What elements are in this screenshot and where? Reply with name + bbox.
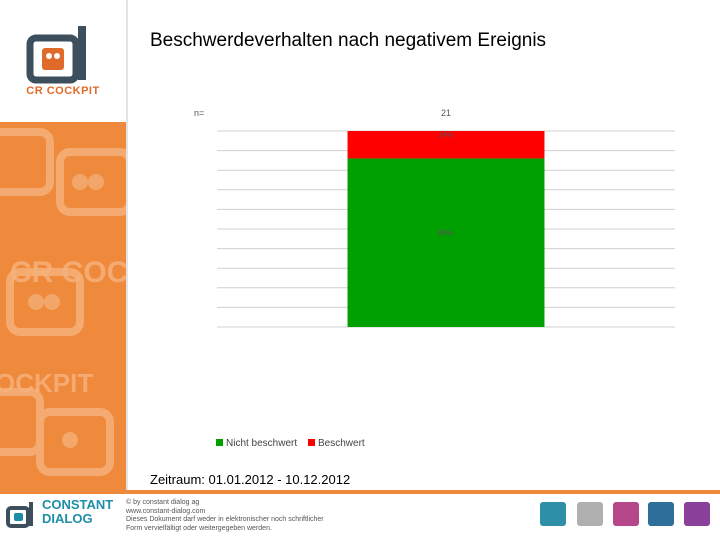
bar-segment xyxy=(347,131,545,159)
legal-line: Dieses Dokument darf weder in elektronis… xyxy=(126,516,324,523)
brand-name: CONSTANT DIALOG xyxy=(42,498,113,526)
constant-dialog-logo xyxy=(6,502,33,528)
sidebar-divider xyxy=(126,0,128,490)
sidebar-decoration: CR COC OCKPIT xyxy=(0,128,126,476)
footer-accent-line xyxy=(0,490,720,494)
partner-logo xyxy=(577,502,603,526)
sidebar-pattern: CR COC OCKPIT xyxy=(0,122,126,490)
legend-label: Nicht beschwert xyxy=(226,438,297,449)
legend-swatch xyxy=(216,439,223,446)
legal-notice: © by constant dialog ag www.constant-dia… xyxy=(126,499,324,533)
legal-line: www.constant-dialog.com xyxy=(126,507,206,515)
bar-segment xyxy=(347,158,545,327)
sidebar-top: CR COCKPIT xyxy=(0,0,126,122)
legal-line: Form vervielfältigt oder weitergegeben w… xyxy=(126,524,272,532)
footer: CONSTANT DIALOG © by constant dialog ag … xyxy=(0,494,720,540)
brand-name-line-1: CONSTANT xyxy=(42,497,114,512)
brand-name-line-2: DIALOG xyxy=(42,511,93,526)
cr-cockpit-logo xyxy=(26,26,86,84)
partner-logo xyxy=(684,502,710,526)
stacked-bar-chart: 86% 14% 21 n= Nicht beschwert Beschwert xyxy=(194,108,675,449)
n-value: 21 xyxy=(441,108,451,118)
partner-logo xyxy=(648,502,674,526)
svg-text:OCKPIT: OCKPIT xyxy=(0,368,93,398)
legend-swatch xyxy=(308,439,315,446)
partner-logo xyxy=(613,502,639,526)
data-label: 14% xyxy=(438,131,454,140)
legal-line: © by constant dialog ag xyxy=(126,499,200,506)
partner-logo xyxy=(540,502,566,526)
period-label: Zeitraum: 01.01.2012 - 10.12.2012 xyxy=(150,472,351,487)
svg-text:CR COC: CR COC xyxy=(10,256,126,289)
logo-caption: CR COCKPIT xyxy=(26,85,100,97)
data-label: 86% xyxy=(438,229,454,238)
n-label: n= xyxy=(194,108,204,118)
legend-label: Beschwert xyxy=(318,438,365,449)
slide-title: Beschwerdeverhalten nach negativem Ereig… xyxy=(150,30,547,51)
